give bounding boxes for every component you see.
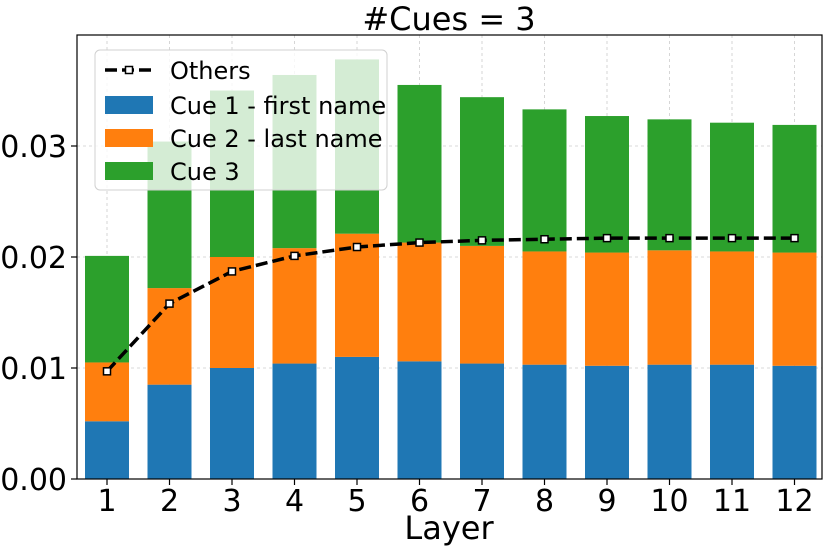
x-tick-label: 6 (410, 484, 429, 519)
legend-swatch-2 (105, 129, 153, 147)
legend-swatch-1 (105, 96, 153, 114)
others-marker (415, 238, 424, 247)
others-marker (790, 233, 799, 243)
others-marker (165, 299, 174, 308)
bar-series-1-layer-11 (710, 364, 754, 479)
legend-label-others: Others (170, 57, 251, 85)
x-tick-label: 2 (160, 484, 179, 519)
others-marker (665, 233, 674, 243)
others-marker (290, 251, 299, 261)
legend-label-3: Cue 3 (170, 158, 240, 186)
legend-label-2: Cue 2 - last name (170, 125, 383, 153)
x-tick-label: 3 (222, 484, 241, 519)
legend-label-1: Cue 1 - first name (170, 92, 386, 120)
bar-series-3-layer-7 (460, 97, 504, 246)
bar-series-1-layer-10 (647, 364, 692, 479)
bar-series-1-layer-7 (460, 363, 504, 479)
bar-series-2-layer-12 (772, 252, 817, 366)
bar-series-3-layer-10 (647, 119, 692, 251)
bar-series-3-layer-8 (522, 109, 567, 252)
x-tick-label: 11 (713, 484, 751, 519)
bar-series-3-layer-6 (397, 84, 442, 243)
y-tick-label: 0.03 (0, 130, 67, 165)
x-axis-label: Layer (404, 509, 494, 547)
legend-box (94, 49, 388, 191)
legend-others-marker (124, 65, 134, 75)
y-tick-label: 0.00 (0, 463, 67, 498)
others-marker (540, 234, 549, 244)
bar-series-1-layer-12 (772, 365, 817, 479)
bar-series-2-layer-11 (710, 251, 754, 365)
bar-series-3-layer-12 (772, 124, 817, 253)
bar-series-2-layer-6 (397, 242, 442, 362)
others-marker (602, 233, 612, 243)
bar-series-2-layer-7 (460, 245, 504, 364)
x-tick-label: 4 (285, 484, 304, 519)
others-line (105, 236, 795, 373)
legend: Others Cue 1 - first name Cue 2 - last nam… (94, 49, 388, 191)
bar-series-1-layer-4 (272, 363, 317, 479)
bar-series-3-layer-9 (585, 116, 629, 253)
x-tick-label: 9 (597, 484, 616, 519)
others-marker (477, 236, 487, 245)
bar-series-1-layer-9 (585, 365, 629, 479)
y-tick-label: 0.01 (0, 352, 67, 387)
x-tick-label: 5 (347, 484, 366, 519)
bar-series-2-layer-4 (272, 248, 317, 364)
others-marker (727, 233, 737, 243)
others-line-layer (102, 233, 799, 376)
x-tick-label: 12 (775, 484, 813, 519)
bar-series-2-layer-8 (522, 251, 567, 365)
bar-series-1-layer-5 (335, 356, 379, 479)
others-marker (102, 367, 112, 376)
y-tick-label: 0.02 (0, 241, 67, 276)
bar-series-1-layer-3 (210, 368, 254, 479)
bar-series-1-layer-6 (397, 361, 442, 479)
x-axis: 1 2 3 4 5 6 7 8 9 10 11 12 (97, 479, 814, 519)
x-tick-label: 10 (650, 484, 688, 519)
x-tick-label: 7 (472, 484, 491, 519)
legend-swatch-3 (105, 162, 153, 180)
bar-series-3-layer-1 (85, 255, 129, 363)
others-marker (227, 267, 237, 276)
y-axis: 0.00 0.01 0.02 0.03 (0, 130, 77, 498)
bar-series-2-layer-10 (647, 250, 692, 365)
x-tick-label: 8 (535, 484, 554, 519)
bar-series-1-layer-1 (85, 421, 129, 479)
bar-series-2-layer-5 (335, 233, 379, 357)
bar-series-1-layer-8 (522, 364, 567, 479)
x-tick-label: 1 (97, 484, 116, 519)
bar-series-3-layer-11 (710, 122, 754, 252)
chart-title: #Cues = 3 (362, 0, 535, 38)
others-marker (352, 242, 362, 252)
bar-series-1-layer-2 (147, 384, 192, 479)
bar-series-2-layer-9 (585, 252, 629, 366)
